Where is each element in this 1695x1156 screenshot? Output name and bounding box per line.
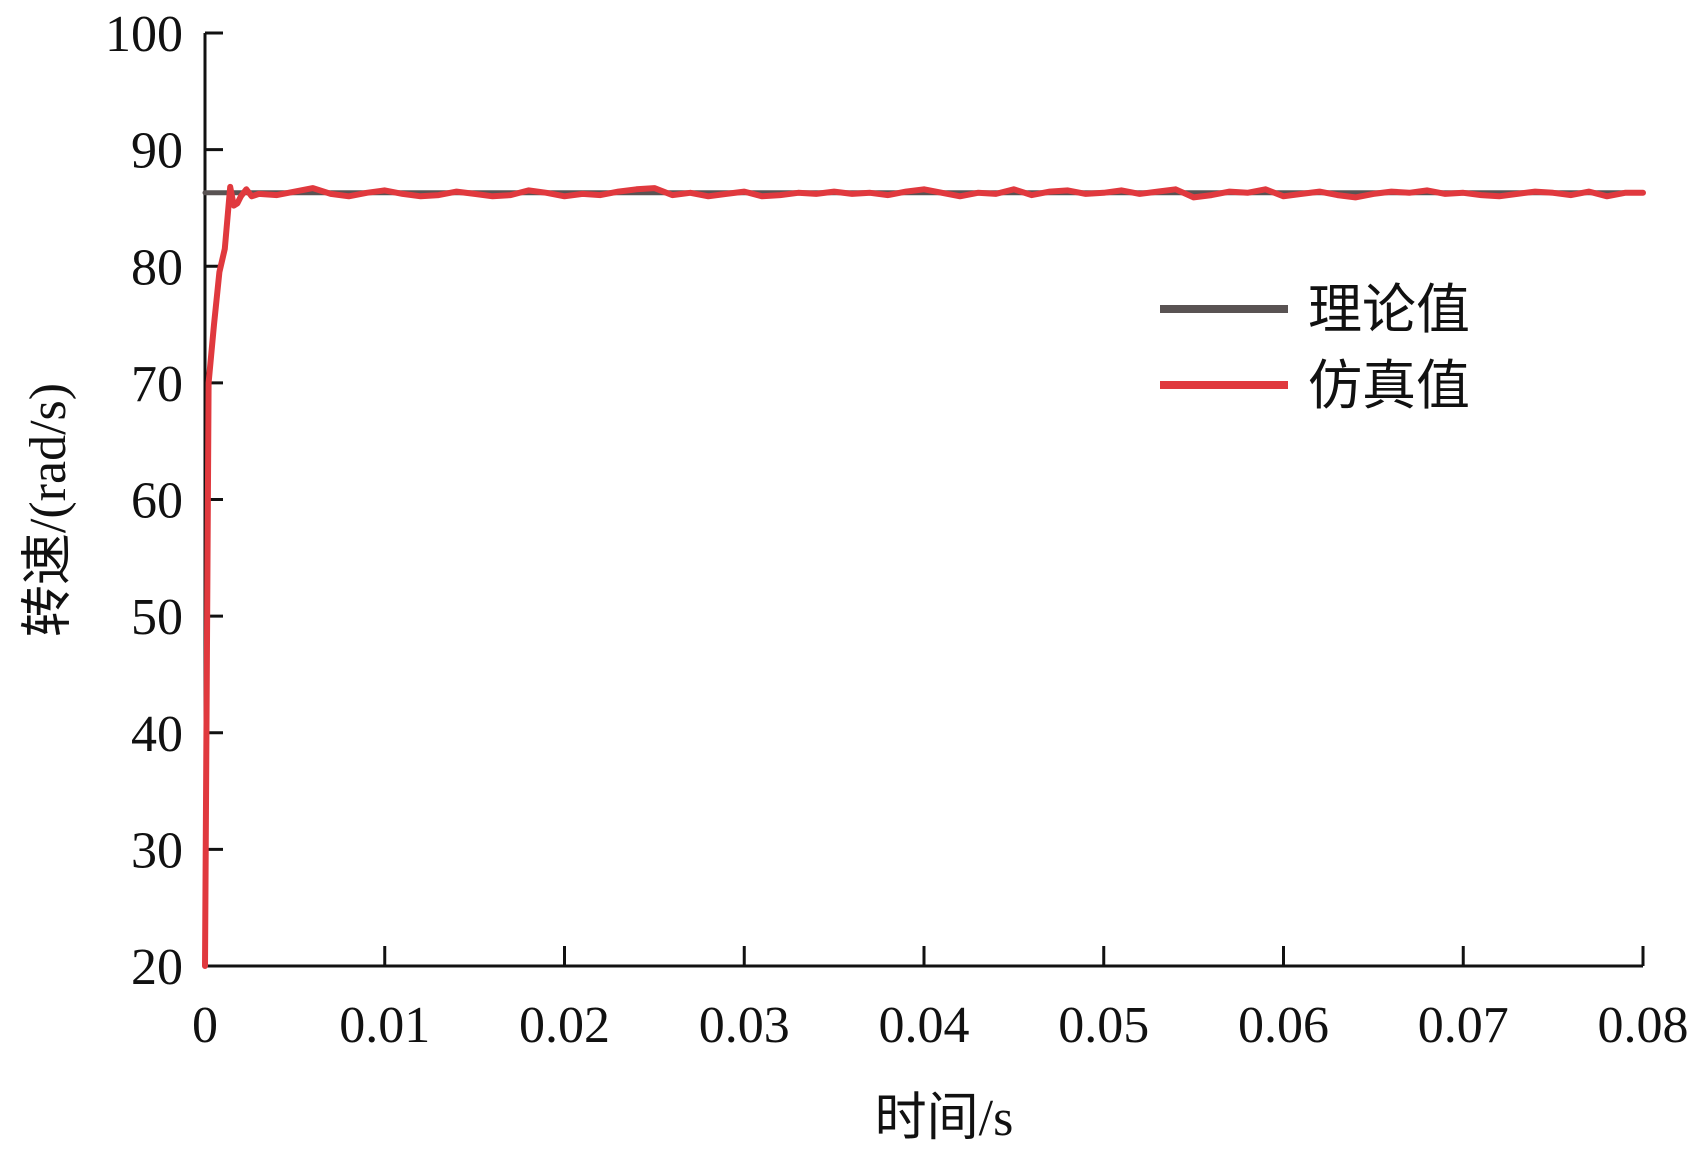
x-ticks: 0 0.01 0.02 0.03 0.04 0.05 0.06 0.07 0.08 — [192, 946, 1689, 1054]
y-ticks: 20 30 40 50 60 70 80 90 100 — [105, 6, 223, 996]
legend-label-theoretical: 理论值 — [1308, 278, 1470, 341]
y-tick-label: 50 — [131, 589, 183, 646]
x-tick-label: 0.07 — [1418, 997, 1509, 1054]
y-tick-label: 40 — [131, 706, 183, 763]
y-tick-label: 100 — [105, 6, 183, 63]
x-tick-label: 0.04 — [879, 997, 970, 1054]
y-tick-label: 20 — [131, 939, 183, 996]
x-tick-label: 0.01 — [339, 997, 430, 1054]
legend-label-simulated: 仿真值 — [1308, 354, 1470, 417]
x-tick-label: 0.08 — [1598, 997, 1689, 1054]
y-tick-label: 60 — [131, 473, 183, 530]
y-tick-label: 90 — [131, 123, 183, 180]
y-tick-label: 70 — [131, 356, 183, 413]
axes — [203, 33, 1643, 968]
y-tick-label: 30 — [131, 822, 183, 879]
x-tick-label: 0.03 — [699, 997, 790, 1054]
x-tick-label: 0 — [192, 997, 218, 1054]
x-axis-title: 时间/s — [875, 1090, 1014, 1147]
simulated-series-line — [202, 183, 1646, 969]
y-tick-label: 80 — [131, 239, 183, 296]
x-tick-label: 0.05 — [1058, 997, 1149, 1054]
x-tick-label: 0.02 — [519, 997, 610, 1054]
series-layer — [202, 183, 1646, 969]
x-tick-label: 0.06 — [1238, 997, 1329, 1054]
y-axis-title: 转速/(rad/s) — [20, 383, 77, 637]
